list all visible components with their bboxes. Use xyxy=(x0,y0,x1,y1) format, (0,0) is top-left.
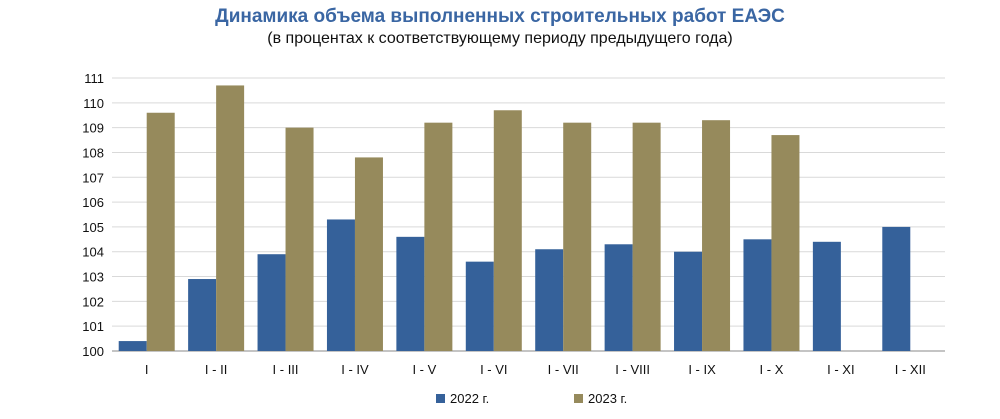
bar-2022 xyxy=(257,254,286,351)
bar-2023 xyxy=(563,122,592,351)
bar-2022 xyxy=(743,239,772,351)
bar-2022 xyxy=(188,279,217,351)
bar-2023 xyxy=(702,120,731,351)
bar-2022 xyxy=(465,261,494,351)
y-tick-label: 108 xyxy=(82,145,104,160)
x-tick-label: I - XII xyxy=(895,362,926,377)
y-tick-label: 106 xyxy=(82,195,104,210)
x-tick-label: I - V xyxy=(412,362,436,377)
y-tick-label: 110 xyxy=(83,96,104,111)
legend-swatch xyxy=(574,394,583,403)
bar-2023 xyxy=(424,122,453,351)
bar-2023 xyxy=(146,112,175,351)
legend-label: 2023 г. xyxy=(588,391,627,406)
y-tick-labels: 100 101 102 103 104 105 106 107 108 109 110 111 xyxy=(82,71,104,359)
legend-label: 2022 г. xyxy=(450,391,489,406)
bar-2022 xyxy=(535,249,564,351)
bar-2023 xyxy=(285,127,314,352)
y-tick-label: 111 xyxy=(84,71,104,86)
bar-2022 xyxy=(812,241,841,351)
chart-title: Динамика объема выполненных строительных… xyxy=(215,6,785,27)
x-tick-label: I - VI xyxy=(480,362,507,377)
x-tick-label: I - VII xyxy=(548,362,579,377)
x-tick-label: I - II xyxy=(205,362,227,377)
category-labels: I I - II I - III I - IV I - V I - VI I - VII I … xyxy=(145,362,926,377)
x-tick-label: I - XI xyxy=(827,362,854,377)
x-tick-label: I xyxy=(145,362,149,377)
bar-2022 xyxy=(882,226,911,351)
legend: 2022 г. 2023 г. xyxy=(436,391,627,406)
y-tick-label: 105 xyxy=(82,220,104,235)
bar-2023 xyxy=(493,110,522,351)
y-tick-label: 109 xyxy=(82,121,104,136)
bar-2022 xyxy=(396,236,425,351)
chart-subtitle: (в процентах к соответствующему периоду … xyxy=(267,30,733,47)
gridlines xyxy=(112,77,945,327)
y-tick-label: 107 xyxy=(82,170,104,185)
bars xyxy=(118,85,911,352)
x-tick-label: I - VIII xyxy=(615,362,650,377)
y-tick-label: 103 xyxy=(82,270,104,285)
bar-2022 xyxy=(674,251,703,351)
y-tick-label: 100 xyxy=(82,344,104,359)
bar-2023 xyxy=(771,135,800,351)
x-tick-label: I - IV xyxy=(341,362,369,377)
y-tick-label: 101 xyxy=(82,319,104,334)
bar-2023 xyxy=(632,122,661,351)
y-tick-label: 102 xyxy=(82,294,104,309)
legend-swatch xyxy=(436,394,445,403)
bar-2023 xyxy=(354,157,383,351)
x-tick-label: I - IX xyxy=(688,362,716,377)
bar-2022 xyxy=(118,341,147,351)
x-tick-label: I - X xyxy=(760,362,784,377)
x-tick-label: I - III xyxy=(273,362,299,377)
bar-2023 xyxy=(216,85,245,351)
bar-2022 xyxy=(326,219,355,351)
y-tick-label: 104 xyxy=(82,245,104,260)
bar-2022 xyxy=(604,244,633,351)
